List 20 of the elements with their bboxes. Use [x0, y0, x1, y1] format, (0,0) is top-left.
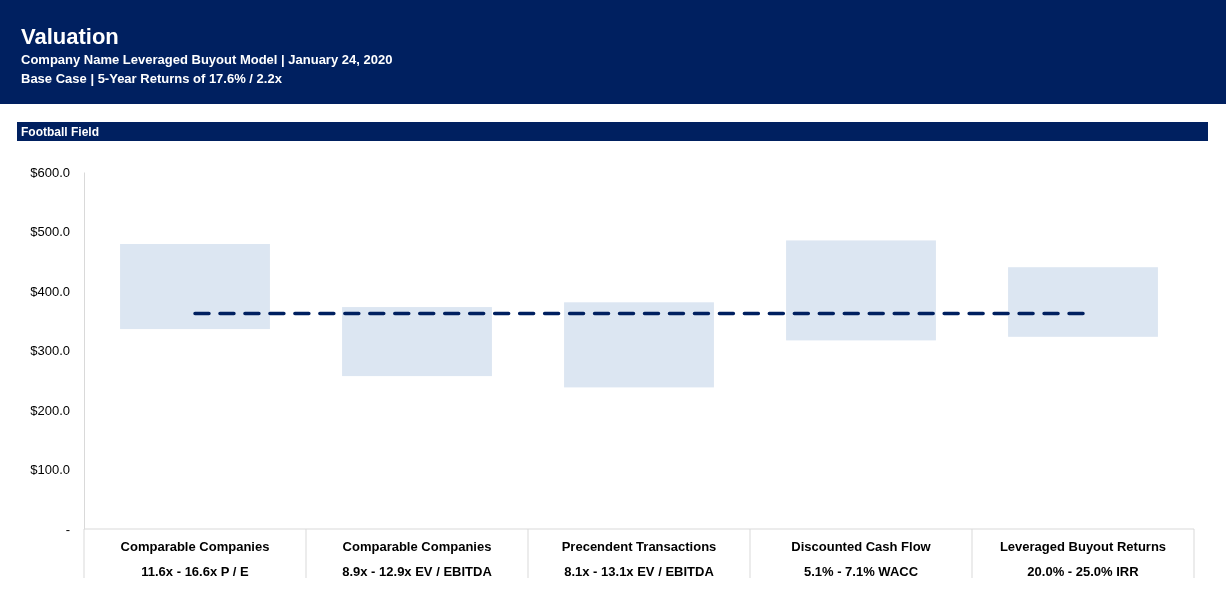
- y-tick-label: $100.0: [30, 462, 70, 478]
- text: Football Field: [21, 125, 99, 139]
- bar: [342, 307, 492, 377]
- y-tick-label: $500.0: [30, 224, 70, 240]
- bar: [564, 302, 714, 388]
- chart-subtitle: Company Name Leveraged Buyout Model | January 24, 2020 Base Case | 5-Year Returns of 17.6% / 2.2x: [21, 52, 393, 86]
- bar: [1008, 267, 1158, 337]
- x-tick-label: Leveraged Buyout Returns 20.0% - 25.0% IRR: [999, 539, 1167, 579]
- y-tick-label: -: [65, 521, 70, 537]
- y-tick-label: $300.0: [30, 343, 70, 359]
- y-tick-label: $400.0: [30, 283, 70, 299]
- chart-title: Valuation: [21, 24, 119, 49]
- bar: [120, 244, 270, 330]
- x-tick-label: Precendent Transactions 8.1x - 13.1x EV / EBITDA: [561, 539, 717, 579]
- x-tick-label: Discounted Cash Flow 5.1% - 7.1% WACC: [791, 539, 932, 579]
- y-tick-label: $200.0: [30, 402, 70, 418]
- y-tick-label: $600.0: [30, 164, 70, 180]
- x-tick-label: Comparable Companies 11.6x - 16.6x P / E: [120, 539, 270, 579]
- bar: [786, 240, 936, 341]
- x-tick-label: Comparable Companies 8.9x - 12.9x EV / EBITDA: [342, 539, 493, 579]
